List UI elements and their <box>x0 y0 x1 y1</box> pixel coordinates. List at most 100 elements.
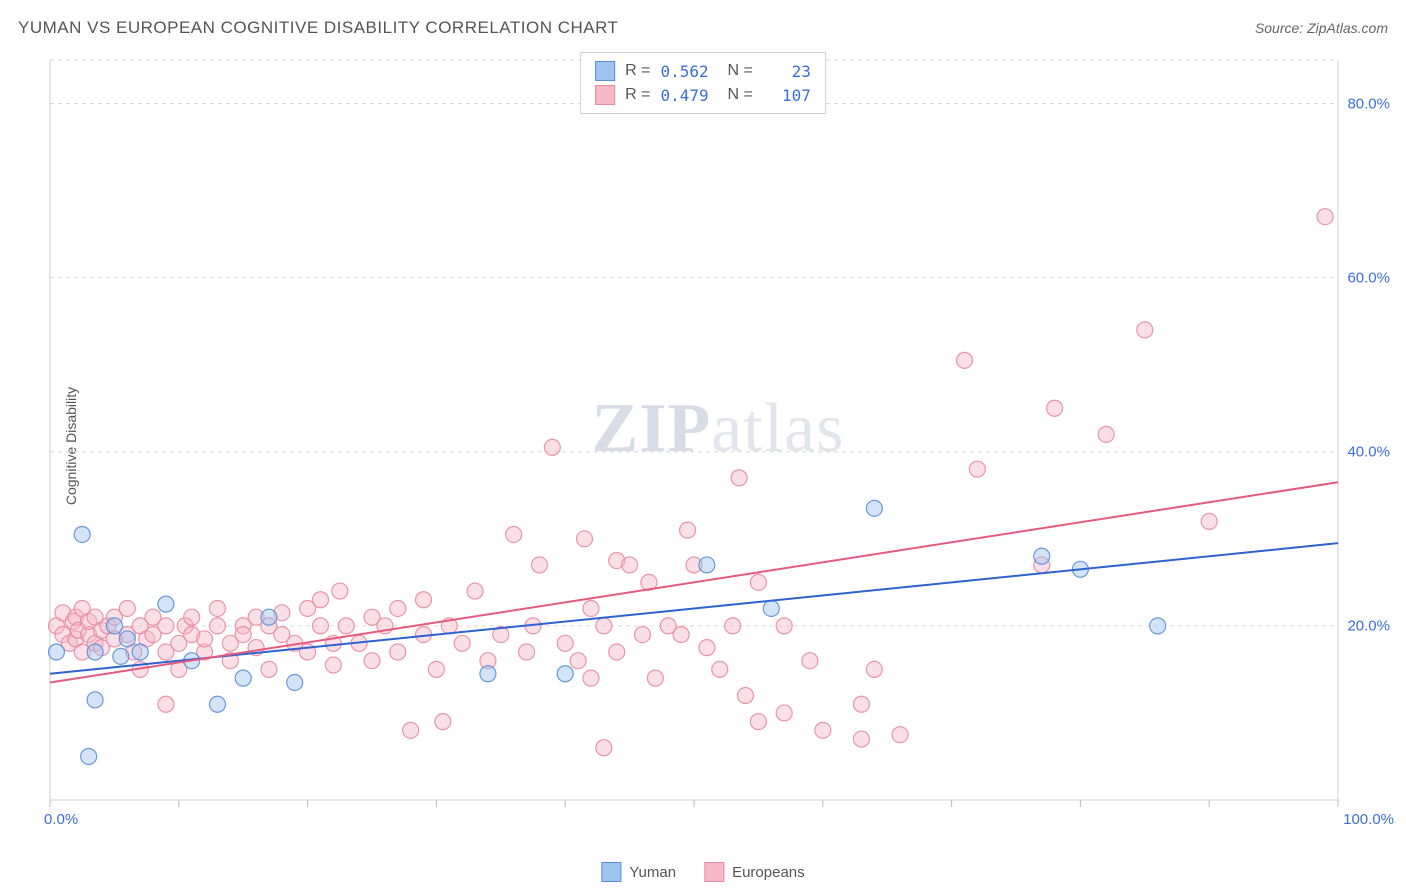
series-legend-item: Europeans <box>704 862 805 882</box>
data-point <box>738 688 754 704</box>
data-point <box>634 627 650 643</box>
data-point <box>892 727 908 743</box>
data-point <box>209 618 225 634</box>
page-title: YUMAN VS EUROPEAN COGNITIVE DISABILITY C… <box>18 18 618 38</box>
series-legend: Yuman Europeans <box>601 862 804 882</box>
series-legend-label: Yuman <box>629 864 676 881</box>
data-point <box>1317 209 1333 225</box>
data-point <box>235 670 251 686</box>
data-point <box>622 557 638 573</box>
data-point <box>1150 618 1166 634</box>
data-point <box>428 661 444 677</box>
stat-r-value: 0.562 <box>660 62 708 81</box>
data-point <box>1098 426 1114 442</box>
data-point <box>583 600 599 616</box>
data-point <box>184 609 200 625</box>
data-point <box>209 600 225 616</box>
series-legend-item: Yuman <box>601 862 676 882</box>
stat-n-value: 23 <box>763 62 811 81</box>
data-point <box>390 600 406 616</box>
stat-r-value: 0.479 <box>660 86 708 105</box>
data-point <box>332 583 348 599</box>
trend-line <box>50 482 1338 682</box>
scatter-chart <box>48 50 1388 840</box>
data-point <box>544 439 560 455</box>
data-point <box>680 522 696 538</box>
data-point <box>570 653 586 669</box>
legend-swatch <box>595 61 615 81</box>
data-point <box>325 657 341 673</box>
y-axis-tick-label: 60.0% <box>1347 269 1390 286</box>
data-point <box>197 631 213 647</box>
data-point <box>557 666 573 682</box>
data-point <box>609 644 625 660</box>
data-point <box>853 696 869 712</box>
stat-r-label: R = <box>625 62 650 80</box>
stats-legend-row: R =0.479 N =107 <box>595 83 811 107</box>
data-point <box>866 500 882 516</box>
chart-container: ZIPatlas 0.0% 100.0% 20.0%40.0%60.0%80.0… <box>48 50 1388 840</box>
legend-swatch <box>601 862 621 882</box>
data-point <box>209 696 225 712</box>
data-point <box>132 644 148 660</box>
stats-legend: R =0.562 N =23R =0.479 N =107 <box>580 52 826 114</box>
x-axis-max-label: 100.0% <box>1343 811 1394 828</box>
data-point <box>435 714 451 730</box>
x-axis-min-label: 0.0% <box>44 811 78 828</box>
data-point <box>48 644 64 660</box>
data-point <box>969 461 985 477</box>
data-point <box>750 574 766 590</box>
data-point <box>776 618 792 634</box>
data-point <box>673 627 689 643</box>
data-point <box>1137 322 1153 338</box>
data-point <box>531 557 547 573</box>
y-axis-tick-label: 40.0% <box>1347 443 1390 460</box>
data-point <box>87 644 103 660</box>
data-point <box>338 618 354 634</box>
data-point <box>119 600 135 616</box>
data-point <box>596 740 612 756</box>
stats-legend-row: R = 0.562 N = 23 <box>595 59 811 83</box>
data-point <box>74 526 90 542</box>
data-point <box>557 635 573 651</box>
data-point <box>731 470 747 486</box>
data-point <box>158 696 174 712</box>
y-axis-tick-label: 80.0% <box>1347 95 1390 112</box>
data-point <box>454 635 470 651</box>
data-point <box>815 722 831 738</box>
source-credit: Source: ZipAtlas.com <box>1255 20 1388 36</box>
stat-n-label: N = <box>719 62 753 80</box>
data-point <box>480 666 496 682</box>
data-point <box>577 531 593 547</box>
data-point <box>647 670 663 686</box>
data-point <box>261 661 277 677</box>
data-point <box>519 644 535 660</box>
series-legend-label: Europeans <box>732 864 805 881</box>
data-point <box>1034 548 1050 564</box>
data-point <box>158 618 174 634</box>
data-point <box>956 352 972 368</box>
data-point <box>119 631 135 647</box>
data-point <box>699 557 715 573</box>
data-point <box>583 670 599 686</box>
data-point <box>87 692 103 708</box>
data-point <box>261 609 277 625</box>
data-point <box>158 596 174 612</box>
data-point <box>312 618 328 634</box>
data-point <box>1201 513 1217 529</box>
data-point <box>699 640 715 656</box>
data-point <box>106 618 122 634</box>
data-point <box>113 648 129 664</box>
data-point <box>312 592 328 608</box>
data-point <box>1047 400 1063 416</box>
data-point <box>866 661 882 677</box>
data-point <box>81 748 97 764</box>
data-point <box>390 644 406 660</box>
stat-r-label: R = <box>625 86 650 104</box>
data-point <box>506 526 522 542</box>
legend-swatch <box>595 85 615 105</box>
data-point <box>763 600 779 616</box>
data-point <box>364 653 380 669</box>
data-point <box>802 653 818 669</box>
data-point <box>853 731 869 747</box>
